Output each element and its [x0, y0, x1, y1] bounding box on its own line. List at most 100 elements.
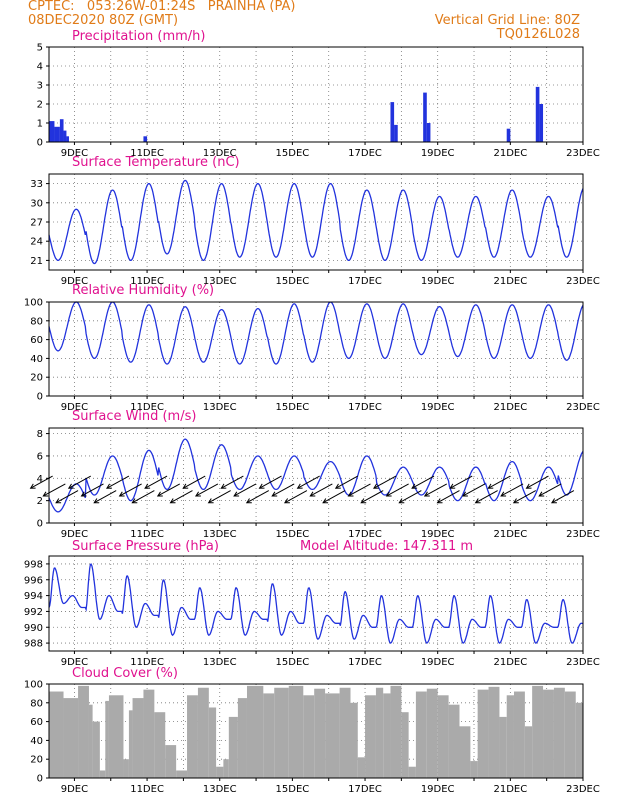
xtick-label-wind: 19DEC — [421, 529, 455, 540]
wind-vector-head — [220, 483, 227, 489]
wind-vector — [322, 490, 346, 504]
ytick-label-humidity: 20 — [30, 373, 43, 384]
cloud-bar — [99, 770, 106, 778]
header-station: CPTEC: 053:26W-01:24S PRAINHA (PA) — [28, 0, 296, 14]
series-line-wind — [48, 438, 584, 513]
cloud-bar — [314, 688, 326, 778]
cloud-bar — [92, 721, 100, 778]
cloud-bar — [365, 695, 376, 778]
precip-bar — [394, 124, 398, 142]
cloud-bar — [477, 689, 489, 778]
ytick-label-precipitation: 3 — [37, 81, 43, 92]
wind-vector — [513, 490, 537, 504]
wind-vector — [297, 475, 320, 489]
wind-vector-head — [233, 491, 240, 497]
cloud-bar — [426, 688, 438, 778]
series-line-pressure — [48, 563, 584, 644]
cloud-bar — [197, 687, 209, 778]
precip-bar — [54, 126, 60, 142]
xtick-label-wind: 11DEC — [130, 529, 164, 540]
xtick-label-humidity: 17DEC — [348, 402, 382, 413]
wind-vector — [284, 490, 308, 504]
series-line-humidity — [48, 301, 584, 365]
cloud-bar — [553, 687, 565, 778]
wind-vector — [93, 490, 117, 504]
ytick-label-pressure: 996 — [24, 575, 43, 586]
xtick-label-cloud-cover: 23DEC — [566, 784, 600, 795]
wind-vector-head — [322, 498, 329, 504]
wind-vector-head — [538, 491, 545, 497]
panel-title-wind: Surface Wind (m/s) — [72, 409, 197, 424]
panel-title-cloud-cover: Cloud Cover (%) — [72, 666, 178, 681]
plot-frame-cloud-cover — [48, 683, 584, 779]
ytick-label-wind: 8 — [37, 429, 43, 440]
cloud-bar — [128, 710, 133, 778]
wind-vector — [246, 490, 270, 504]
plot-frame-pressure — [48, 555, 584, 652]
cloud-bar — [154, 712, 166, 778]
xtick-label-wind: 15DEC — [276, 529, 310, 540]
wind-vector-head — [93, 498, 100, 504]
ytick-label-precipitation: 5 — [37, 43, 43, 54]
ytick-label-cloud-cover: 40 — [30, 736, 43, 747]
wind-vector — [475, 490, 498, 504]
wind-vector-head — [372, 483, 379, 489]
wind-vector-head — [512, 498, 519, 504]
ytick-label-cloud-cover: 20 — [30, 755, 43, 766]
cloud-bar — [401, 712, 409, 778]
cloud-bar — [105, 700, 109, 778]
wind-vector — [208, 490, 231, 504]
ytick-label-humidity: 40 — [30, 354, 43, 365]
wind-vector-head — [347, 491, 354, 497]
xtick-label-pressure: 19DEC — [421, 657, 455, 668]
wind-vector — [68, 475, 92, 489]
wind-vector — [132, 490, 155, 504]
ytick-label-cloud-cover: 60 — [30, 717, 43, 728]
xtick-label-temperature: 11DEC — [130, 276, 164, 287]
cloud-bar — [208, 707, 217, 778]
wind-vector-head — [398, 498, 405, 504]
wind-vector-head — [118, 491, 125, 497]
cloud-bar — [448, 704, 460, 778]
wind-vector-head — [360, 498, 367, 504]
cloud-bar — [459, 726, 471, 778]
wind-vector — [462, 483, 486, 497]
xtick-label-pressure: 21DEC — [493, 657, 527, 668]
header-datetime: 08DEC2020 80Z (GMT) — [28, 13, 179, 28]
wind-vector — [526, 475, 549, 489]
cloud-bar — [543, 689, 554, 778]
wind-vector-head — [169, 498, 176, 504]
wind-vector — [233, 483, 257, 497]
wind-vector-head — [194, 491, 201, 497]
cloud-bar — [78, 685, 89, 778]
panel-precipitation: 0 1 2 3 4 5 9DEC 11DEC 13DEC 15DEC 17DEC 19DEC 21DEC… — [37, 43, 600, 160]
xtick-label-humidity: 21DEC — [493, 402, 527, 413]
precip-bar — [535, 86, 540, 142]
panel-pressure: 988 990 992 994 996 998 9DEC 11DEC 13DEC 15DEC 17D… — [24, 555, 600, 668]
plot-frame-wind — [48, 427, 584, 524]
xtick-label-wind: 9DEC — [61, 529, 88, 540]
ytick-label-humidity: 80 — [30, 316, 43, 327]
cloud-bar — [513, 691, 525, 778]
wind-vector-head — [385, 491, 392, 497]
panel-humidity: 0 20 40 60 80 100 9DEC 11DEC 13DEC 15DEC 17DEC 19DE… — [24, 298, 600, 414]
wind-vector — [488, 475, 511, 489]
wind-vector — [551, 490, 575, 504]
xtick-label-precipitation: 19DEC — [421, 148, 455, 159]
xtick-label-precipitation: 11DEC — [130, 148, 164, 159]
ytick-label-temperature: 30 — [30, 198, 43, 209]
wind-vector — [43, 483, 66, 497]
precip-bar — [63, 130, 67, 142]
cloud-bar — [339, 687, 351, 778]
wind-vector — [437, 490, 460, 504]
panel-title-temperature: Surface Temperature (nC) — [72, 155, 240, 170]
cloud-bar — [123, 759, 129, 778]
xtick-label-precipitation: 9DEC — [61, 148, 88, 159]
cloud-bar — [488, 686, 500, 778]
wind-vector-head — [411, 483, 418, 489]
wind-vector — [348, 483, 371, 497]
wind-vector — [424, 483, 448, 497]
cloud-bar — [132, 698, 144, 778]
cloud-bar — [176, 770, 188, 778]
